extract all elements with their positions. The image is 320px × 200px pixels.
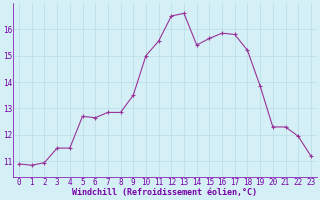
X-axis label: Windchill (Refroidissement éolien,°C): Windchill (Refroidissement éolien,°C) [72, 188, 258, 197]
